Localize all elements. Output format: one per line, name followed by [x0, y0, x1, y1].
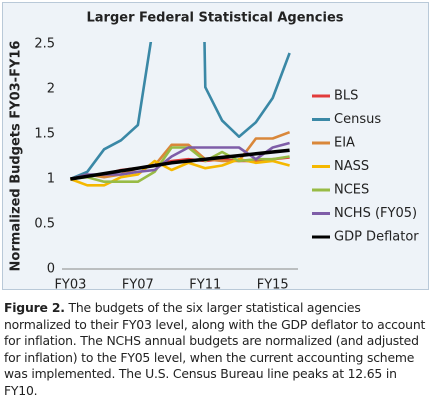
legend-label: GDP Deflator: [334, 230, 419, 245]
y-axis-label: Normalized Budgets FY03-FY16: [9, 41, 24, 272]
series-line: [70, 130, 291, 181]
series-line: [70, 146, 290, 183]
series-line: [69, 42, 291, 181]
legend-label: EIA: [334, 136, 355, 151]
legend-label: Census: [334, 112, 381, 127]
caption: Figure 2. The budgets of the six larger …: [4, 300, 428, 399]
legend-label: NASS: [334, 159, 369, 174]
y-tick-label: 0.5: [34, 217, 55, 232]
series-line: [70, 148, 290, 181]
chart-title: Larger Federal Statistical Agencies: [86, 11, 343, 26]
y-tick-label: 1.5: [34, 127, 55, 142]
chart: Larger Federal Statistical Agencies Norm…: [9, 11, 420, 293]
x-tick-label: FY03: [54, 278, 86, 293]
y-tick-label: 1: [47, 172, 55, 187]
legend-label: NCES: [334, 183, 369, 198]
y-tick-label: 2.5: [34, 37, 55, 52]
legend-label: NCHS (FY05): [334, 206, 417, 221]
series-line: [69, 157, 290, 187]
x-tick-label: FY15: [257, 278, 289, 293]
y-tick-label: 2: [47, 82, 55, 97]
y-tick-label: 0: [47, 262, 55, 277]
legend-label: BLS: [334, 89, 358, 104]
caption-text: The budgets of the six larger statistica…: [4, 300, 426, 398]
chart-frame: [2, 2, 429, 290]
plot-area: [69, 42, 291, 187]
caption-label: Figure 2.: [4, 300, 65, 315]
x-tick-label: FY11: [189, 278, 221, 293]
x-tick-label: FY07: [122, 278, 154, 293]
